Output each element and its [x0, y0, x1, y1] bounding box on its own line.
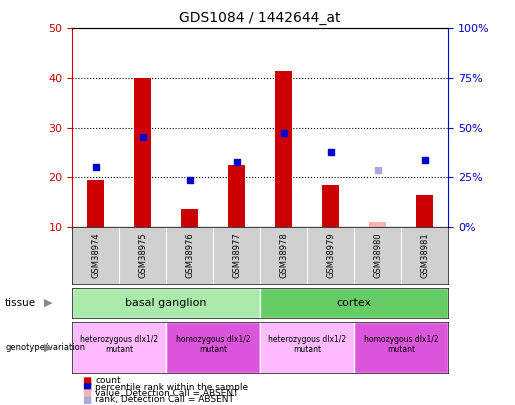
Text: percentile rank within the sample: percentile rank within the sample — [95, 383, 248, 392]
Text: GSM38978: GSM38978 — [279, 232, 288, 278]
Text: count: count — [95, 376, 121, 386]
Text: genotype/variation: genotype/variation — [5, 343, 85, 352]
Bar — [416, 194, 433, 227]
Text: homozygous dlx1/2
mutant: homozygous dlx1/2 mutant — [364, 335, 438, 354]
Text: heterozygous dlx1/2
mutant: heterozygous dlx1/2 mutant — [80, 335, 158, 354]
Text: rank, Detection Call = ABSENT: rank, Detection Call = ABSENT — [95, 395, 234, 404]
Bar — [260, 288, 448, 318]
Text: GSM38975: GSM38975 — [138, 232, 147, 278]
Bar — [166, 322, 260, 373]
Bar — [276, 70, 292, 227]
Text: ▶: ▶ — [44, 298, 53, 308]
Bar — [72, 322, 166, 373]
Text: GSM38976: GSM38976 — [185, 232, 194, 278]
Text: GSM38981: GSM38981 — [420, 232, 429, 278]
Text: GSM38974: GSM38974 — [91, 232, 100, 278]
Bar — [354, 322, 448, 373]
Text: basal ganglion: basal ganglion — [125, 298, 207, 308]
Text: homozygous dlx1/2
mutant: homozygous dlx1/2 mutant — [176, 335, 250, 354]
Text: ■: ■ — [82, 376, 92, 386]
Bar — [88, 180, 104, 227]
Text: ▶: ▶ — [44, 342, 53, 352]
Text: cortex: cortex — [336, 298, 372, 308]
Text: GSM38979: GSM38979 — [326, 232, 335, 278]
Text: ■: ■ — [82, 388, 92, 399]
Title: GDS1084 / 1442644_at: GDS1084 / 1442644_at — [179, 11, 341, 25]
Bar — [228, 165, 245, 227]
Text: GSM38977: GSM38977 — [232, 232, 241, 278]
Bar — [369, 222, 386, 227]
Bar — [181, 209, 198, 227]
Text: tissue: tissue — [5, 298, 36, 308]
Bar — [134, 78, 151, 227]
Text: value, Detection Call = ABSENT: value, Detection Call = ABSENT — [95, 389, 239, 398]
Text: heterozygous dlx1/2
mutant: heterozygous dlx1/2 mutant — [268, 335, 346, 354]
Bar — [260, 322, 354, 373]
Bar — [322, 185, 339, 227]
Bar — [72, 288, 260, 318]
Text: ■: ■ — [82, 394, 92, 405]
Text: GSM38980: GSM38980 — [373, 232, 382, 278]
Text: ■: ■ — [82, 382, 92, 392]
